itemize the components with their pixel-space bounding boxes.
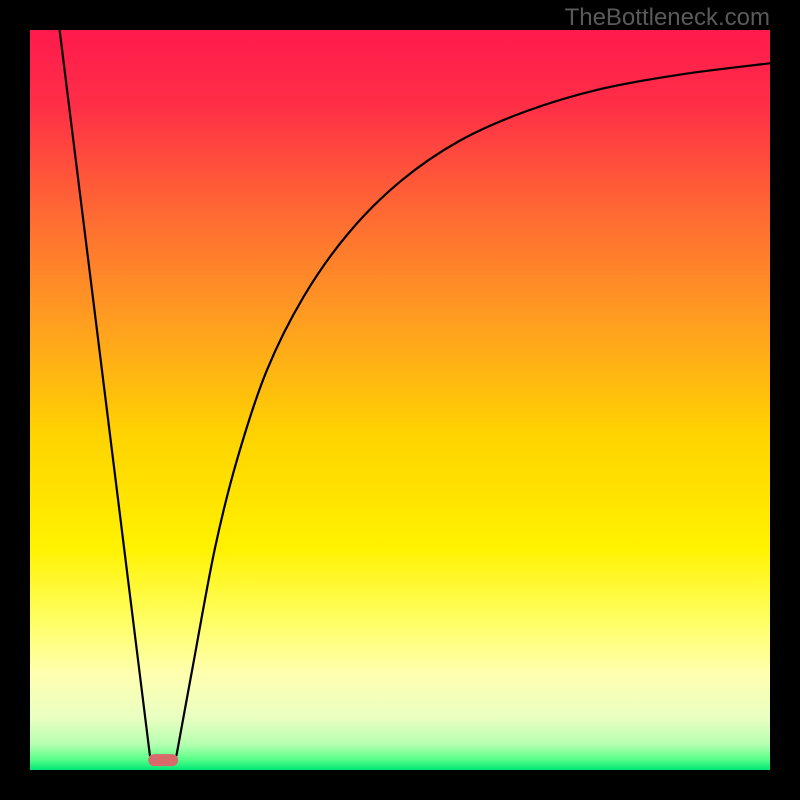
minimum-marker bbox=[148, 754, 178, 766]
bottleneck-chart: TheBottleneck.com bbox=[0, 0, 800, 800]
plot-area bbox=[30, 30, 770, 770]
curve-layer bbox=[30, 30, 770, 770]
curve-right-branch bbox=[177, 63, 770, 755]
watermark-text: TheBottleneck.com bbox=[565, 4, 770, 32]
curve-left-branch bbox=[60, 30, 150, 755]
